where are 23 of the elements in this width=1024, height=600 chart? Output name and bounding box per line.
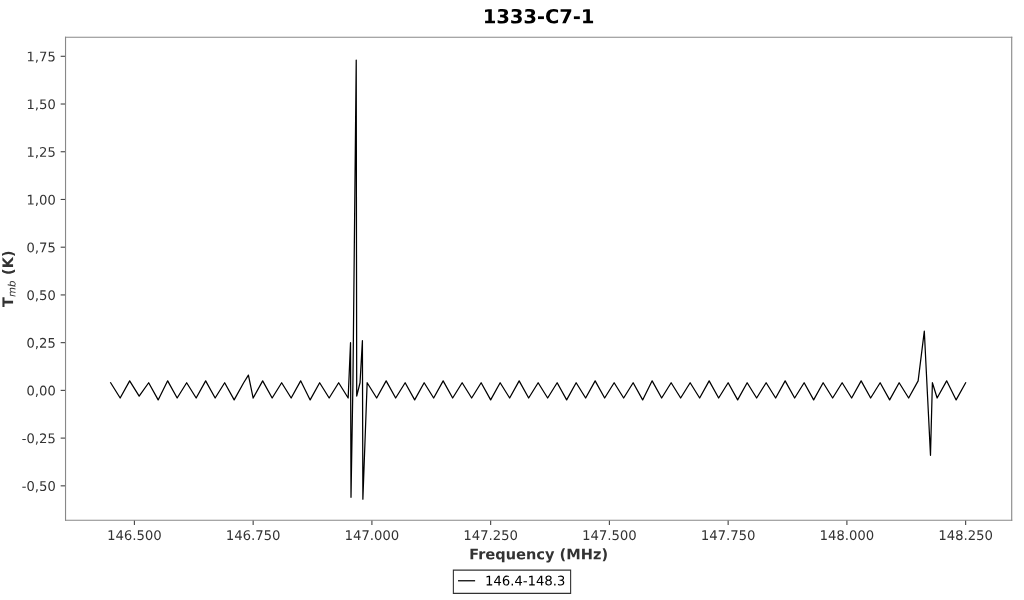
- x-tick-label: 147.250: [464, 530, 518, 541]
- y-tick-label: 1,00: [27, 194, 55, 207]
- x-tick-label: 147.000: [346, 530, 399, 541]
- legend-label: 146.4-148.3: [486, 575, 565, 586]
- y-tick-label: -0,50: [22, 481, 55, 493]
- y-axis-title: T$_{mb}$ (K): [2, 251, 16, 307]
- chart-title: 1333-C7-1: [485, 8, 594, 24]
- y-tick-label: -0,25: [22, 433, 55, 445]
- x-tick-label: 148.250: [939, 530, 993, 541]
- y-tick-label: 0,25: [27, 337, 55, 350]
- y-tick-label: 0,75: [27, 242, 55, 254]
- y-tick-label: 1,25: [27, 146, 55, 159]
- x-tick-label: 147.500: [583, 530, 636, 541]
- x-tick-label: 147.750: [702, 530, 755, 541]
- y-tick-label: 0,00: [27, 385, 55, 397]
- y-tick-label: 1,75: [27, 51, 55, 63]
- x-tick-label: 146.500: [108, 530, 161, 541]
- y-tick-label: 0,50: [27, 290, 55, 302]
- x-axis-title: Frequency (MHz): [470, 548, 607, 563]
- line-series: [110, 59, 967, 500]
- x-tick-label: 148.000: [821, 530, 874, 541]
- y-tick-label: 1,50: [27, 99, 55, 111]
- x-tick-label: 146.750: [227, 530, 280, 541]
